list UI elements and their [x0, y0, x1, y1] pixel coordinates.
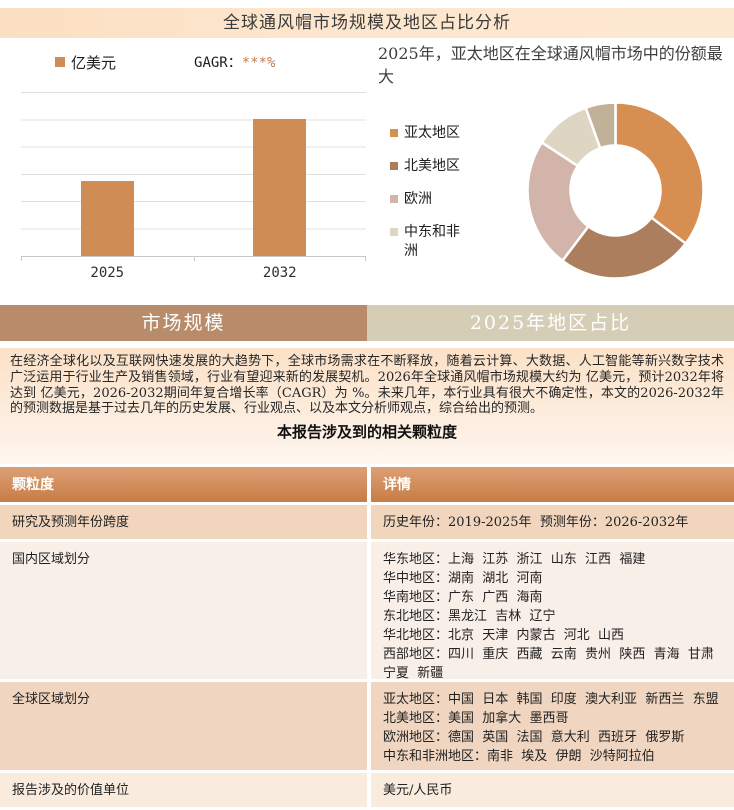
tab-market-size[interactable]: 市场规模	[0, 305, 367, 341]
pie-legend-item-na: 北美地区	[390, 157, 486, 176]
x-label-2025: 2025	[90, 265, 125, 281]
table-row: 国内区域划分 华东地区：上海 江苏 浙江 山东 江西 福建 华中地区：湖南 湖北…	[0, 542, 734, 681]
bar-plot-area	[21, 92, 366, 261]
detail-cell: 美元/人民币	[371, 773, 734, 807]
x-axis-tick	[365, 257, 366, 261]
detail-cell: 华东地区：上海 江苏 浙江 山东 江西 福建 华中地区：湖南 湖北 河南 华南地…	[371, 542, 734, 681]
donut-slice-北美地区	[561, 216, 687, 280]
donut-slice-亚太地区	[614, 101, 705, 245]
pie-legend-label: 中东和非洲	[404, 224, 460, 259]
legend-swatch-icon	[390, 162, 398, 170]
table-row: 报告涉及的价值单位 美元/人民币	[0, 773, 734, 807]
pie-legend-label: 亚太地区	[404, 125, 460, 141]
cagr-annotation: GAGR：***%	[194, 52, 275, 72]
top-gap	[0, 0, 734, 8]
bar-cells	[21, 92, 366, 256]
table-header-row: 颗粒度 详情	[0, 467, 734, 502]
bar-chart-legend: 亿美元 GAGR：***%	[0, 50, 367, 74]
bar-legend-label: 亿美元	[71, 53, 117, 72]
summary-section: 在经济全球化以及互联网快速发展的大趋势下，全球市场需求在不断释放，随着云计算、大…	[0, 348, 734, 464]
pie-legend-item-apac: 亚太地区	[390, 124, 486, 143]
table-header-detail: 详情	[371, 467, 734, 502]
tab-region-share[interactable]: 2025年地区占比	[367, 305, 734, 341]
term-cell: 国内区域划分	[0, 542, 367, 679]
cagr-label: GAGR：	[194, 55, 242, 71]
legend-swatch-icon	[390, 195, 398, 203]
pie-legend-label: 北美地区	[404, 158, 460, 174]
cagr-masked-value: ***%	[241, 55, 276, 71]
tab-bar: 市场规模 2025年地区占比	[0, 305, 734, 341]
detail-cell: 历史年份：2019-2025年 预测年份：2026-2032年	[371, 505, 734, 539]
x-axis-tick	[193, 257, 195, 261]
charts-row: 亿美元 GAGR：***% 2025 2032 2025年，亚太地区在全球通风帽…	[0, 38, 734, 305]
x-axis-labels: 2025 2032	[21, 257, 366, 281]
summary-paragraph: 在经济全球化以及互联网快速发展的大趋势下，全球市场需求在不断释放，随着云计算、大…	[10, 354, 724, 417]
pie-legend-item-mea: 中东和非洲	[390, 223, 486, 261]
granularity-table: 颗粒度 详情 研究及预测年份跨度 历史年份：2019-2025年 预测年份：20…	[0, 467, 734, 807]
bar-chart: 亿美元 GAGR：***% 2025 2032	[0, 38, 367, 305]
x-axis-tick	[21, 257, 22, 261]
x-label-2032: 2032	[262, 265, 297, 281]
pie-chart: 2025年，亚太地区在全球通风帽市场中的份额最大 亚太地区 北美地区 欧洲	[367, 38, 734, 305]
bar-2032	[253, 119, 307, 256]
pie-legend: 亚太地区 北美地区 欧洲 中东和非洲	[378, 98, 486, 287]
legend-swatch-icon	[390, 129, 398, 137]
bar-2025	[80, 181, 134, 256]
detail-cell: 亚太地区：中国 日本 韩国 印度 澳大利亚 新西兰 东盟 北美地区：美国 加拿大…	[371, 682, 734, 770]
term-cell: 研究及预测年份跨度	[0, 505, 367, 539]
donut-chart	[526, 101, 705, 280]
table-row: 全球区域划分 亚太地区：中国 日本 韩国 印度 澳大利亚 新西兰 东盟 北美地区…	[0, 682, 734, 770]
table-header-granularity: 颗粒度	[0, 467, 367, 502]
bar-legend-swatch	[55, 57, 65, 67]
term-cell: 全球区域划分	[0, 682, 367, 770]
pie-legend-item-europe: 欧洲	[390, 190, 486, 209]
pie-legend-label: 欧洲	[404, 191, 432, 207]
granularity-heading: 本报告涉及到的相关颗粒度	[276, 423, 457, 442]
page-title: 全球通风帽市场规模及地区占比分析	[0, 8, 734, 38]
table-row: 研究及预测年份跨度 历史年份：2019-2025年 预测年份：2026-2032…	[0, 505, 734, 539]
legend-swatch-icon	[390, 228, 398, 236]
pie-chart-title: 2025年，亚太地区在全球通风帽市场中的份额最大	[378, 44, 723, 86]
term-cell: 报告涉及的价值单位	[0, 773, 367, 807]
donut-slice-unlabeled	[584, 101, 617, 150]
divider-gap	[0, 341, 734, 348]
